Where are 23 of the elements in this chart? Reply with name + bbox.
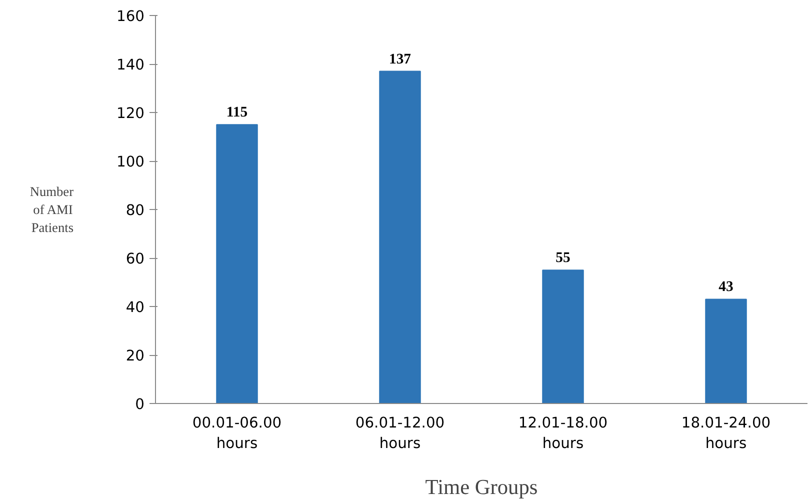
y-axis-title: Number of AMI Patients [30, 184, 74, 235]
y-tick-label: 80 [126, 202, 145, 219]
data-label: 43 [718, 279, 734, 296]
data-label: 55 [556, 250, 570, 266]
y-tick-label: 120 [116, 105, 145, 122]
y-tick-label: 0 [135, 396, 145, 413]
y-tick-label: 60 [126, 250, 145, 268]
y-tick-label: 100 [116, 154, 145, 170]
bar [542, 270, 584, 404]
bar [379, 70, 421, 404]
y-tick-label: 20 [126, 348, 145, 364]
data-label: 137 [389, 51, 411, 68]
x-tick-label: 12.01-18.00 hours [518, 414, 608, 452]
x-tick-label: 06.01-12.00 hours [355, 414, 445, 452]
x-tick-label: 00.01-06.00 hours [192, 414, 282, 452]
y-tick-label: 140 [116, 56, 145, 74]
data-label: 115 [226, 104, 248, 121]
x-axis-title: Time Groups [425, 474, 538, 499]
bar [216, 124, 258, 404]
bar [705, 298, 747, 404]
y-tick-label: 40 [126, 299, 145, 316]
y-tick-label: 160 [116, 8, 145, 25]
x-tick-label: 18.01-24.00 hours [681, 414, 771, 452]
